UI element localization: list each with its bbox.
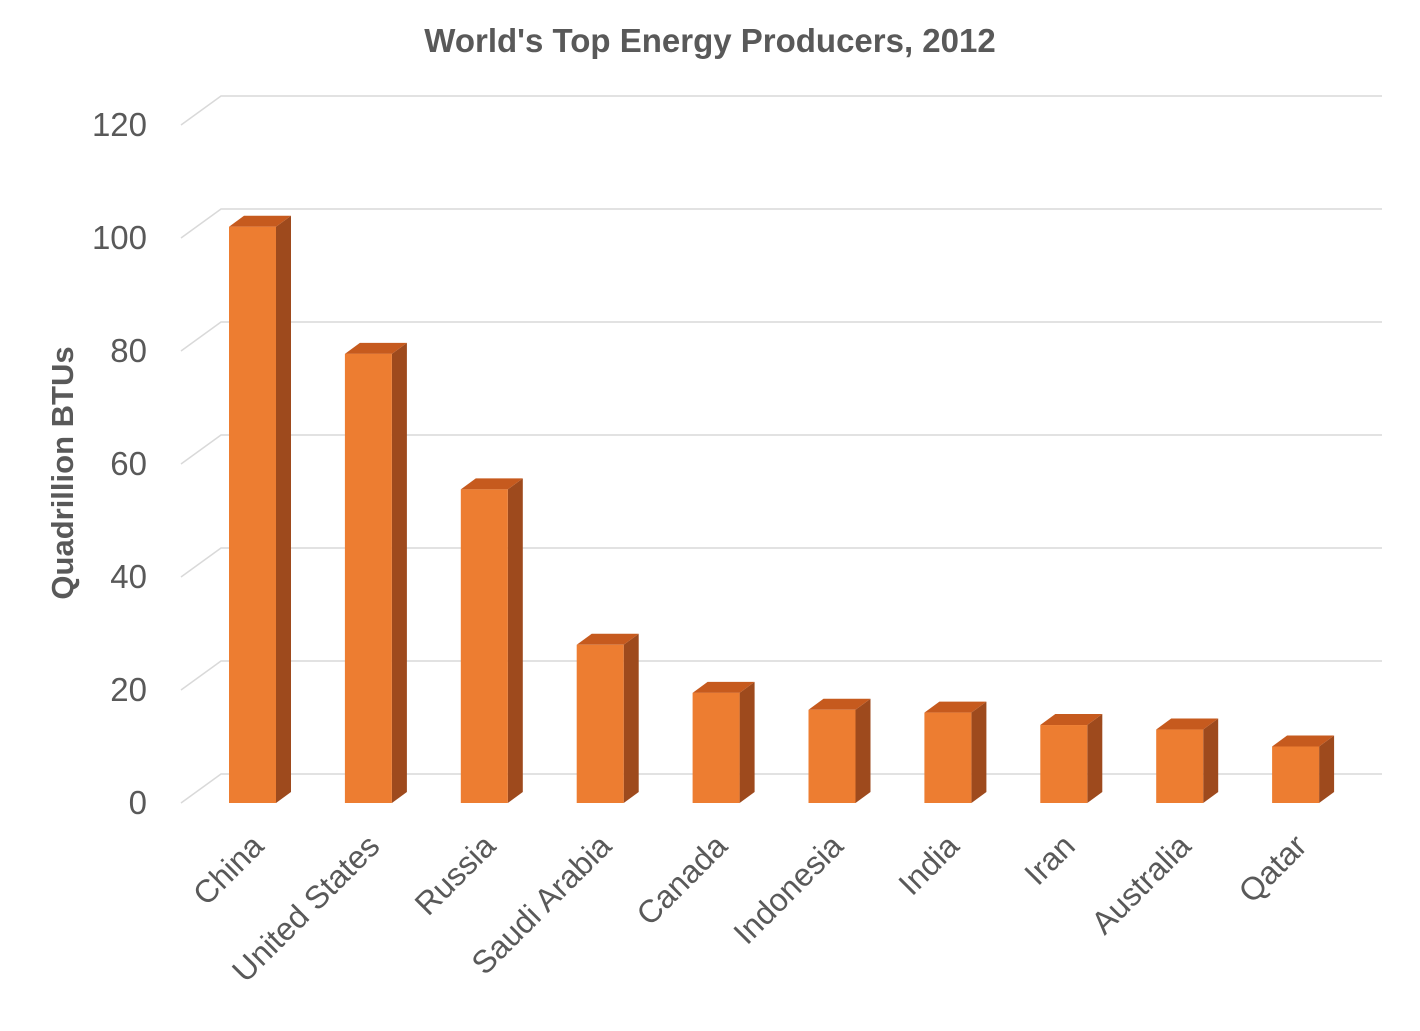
gridlines (180, 95, 1382, 804)
bar-top-united-states (344, 342, 407, 354)
bar-side-russia (507, 478, 523, 803)
bar-top-australia (1156, 718, 1219, 730)
y-tick-label-0: 0 (129, 784, 147, 821)
y-axis-ticks: 0 20 40 60 80 100 120 (92, 106, 147, 821)
bar-qatar (1272, 735, 1335, 803)
bar-side-qatar (1319, 735, 1335, 803)
bar-top-russia (460, 478, 523, 490)
bar-canada (692, 681, 755, 803)
bar-saudi-arabia (576, 633, 639, 803)
y-tick-label-100: 100 (92, 219, 147, 256)
y-tick-label-20: 20 (110, 671, 147, 708)
gridline-40 (180, 547, 1382, 578)
bar-russia (460, 478, 523, 803)
bar-top-india (924, 701, 987, 713)
gridline-60 (180, 434, 1382, 465)
bar-front-united-states (344, 353, 392, 803)
y-tick-label-80: 80 (110, 332, 147, 369)
bar-indonesia (808, 698, 871, 803)
bar-top-iran (1040, 714, 1103, 726)
y-tick-label-60: 60 (110, 445, 147, 482)
x-category-label-russia: Russia (408, 827, 503, 922)
bar-side-australia (1203, 718, 1219, 803)
bar-side-iran (1087, 714, 1103, 803)
bar-side-indonesia (855, 698, 871, 803)
bar-front-indonesia (808, 709, 856, 803)
x-category-label-qatar: Qatar (1232, 827, 1314, 909)
bar-front-china (229, 226, 276, 803)
bar-side-india (971, 701, 987, 803)
bar-iran (1040, 714, 1103, 803)
bar-front-india (924, 712, 972, 803)
chart-title: World's Top Energy Producers, 2012 (424, 22, 995, 59)
x-category-label-canada: Canada (629, 827, 734, 932)
bar-side-canada (739, 681, 755, 803)
bar-top-china (229, 215, 291, 227)
bar-china (229, 215, 291, 803)
y-tick-label-40: 40 (110, 558, 147, 595)
bar-united-states (344, 342, 407, 803)
bar-front-russia (460, 489, 508, 803)
bar-side-china (276, 215, 291, 803)
x-category-label-indonesia: Indonesia (726, 827, 850, 951)
x-category-label-china: China (186, 827, 271, 912)
y-axis-label: Quadrillion BTUs (45, 346, 80, 599)
bar-top-canada (692, 681, 755, 693)
bar-front-qatar (1272, 746, 1320, 803)
bar-india (924, 701, 987, 803)
gridline-0 (180, 773, 1382, 804)
bar-top-indonesia (808, 698, 871, 710)
bar-side-united-states (391, 342, 407, 803)
bar-front-australia (1156, 729, 1204, 803)
bar-top-saudi-arabia (576, 633, 639, 645)
gridline-120 (180, 95, 1382, 126)
gridline-20 (180, 660, 1382, 691)
bar-australia (1156, 718, 1219, 803)
bar-front-saudi-arabia (576, 644, 624, 803)
bar-front-canada (692, 692, 740, 803)
bar-top-qatar (1272, 735, 1335, 747)
bar-side-saudi-arabia (623, 633, 639, 803)
y-tick-label-120: 120 (92, 106, 147, 143)
x-category-label-australia: Australia (1084, 827, 1198, 941)
x-category-label-iran: Iran (1017, 827, 1081, 891)
x-category-label-india: India (891, 827, 966, 902)
gridline-100 (180, 208, 1382, 239)
bars (229, 215, 1335, 803)
gridline-80 (180, 321, 1382, 352)
bar-front-iran (1040, 725, 1088, 803)
